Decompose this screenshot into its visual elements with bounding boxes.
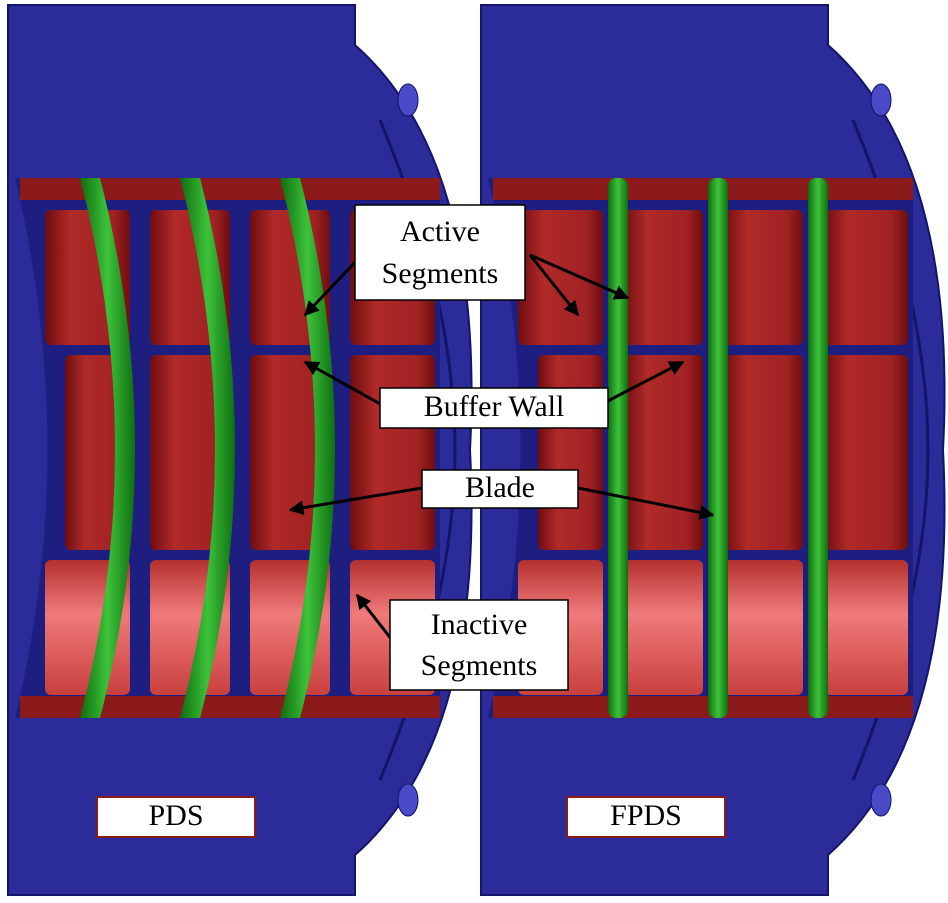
label-text: Active [400, 215, 480, 248]
label-text: Segments [421, 649, 538, 682]
pds-body [8, 5, 472, 895]
label-buffer-wall: Buffer Wall [380, 388, 608, 428]
label-inactive-segments: Inactive Segments [390, 600, 568, 690]
label-active-segments: Active Segments [355, 205, 525, 300]
label-text: Inactive [431, 608, 528, 641]
device-name: PDS [148, 799, 203, 832]
label-blade: Blade [422, 470, 578, 508]
device-label: PDS [97, 797, 255, 837]
label-text: Segments [382, 257, 499, 290]
device-name: FPDS [610, 799, 682, 832]
diagram: Active Segments Buffer Wall Blade Inacti… [0, 0, 948, 903]
label-text: Blade [465, 471, 535, 504]
label-text: Buffer Wall [424, 390, 565, 423]
device-label: FPDS [567, 797, 725, 837]
